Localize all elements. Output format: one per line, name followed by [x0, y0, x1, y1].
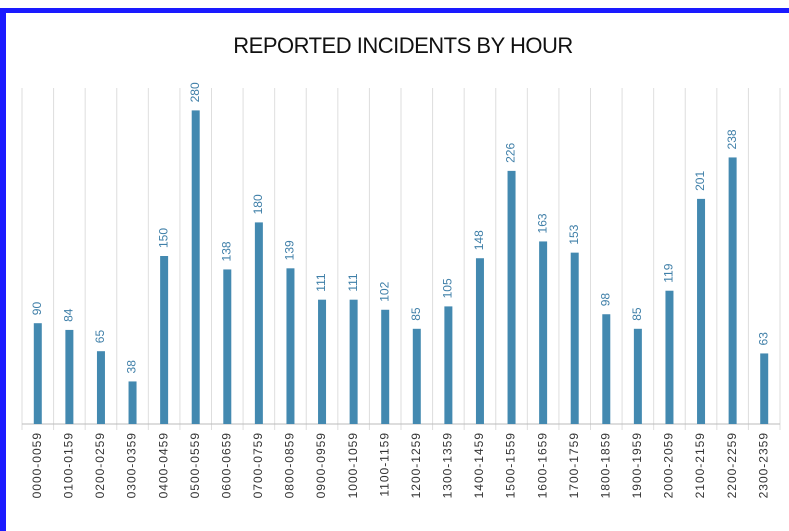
value-label: 201: [693, 171, 707, 191]
x-tick-label: 2000-2059: [662, 432, 676, 498]
bar: [128, 381, 137, 424]
value-label: 63: [756, 332, 770, 346]
value-label: 85: [630, 307, 644, 321]
x-tick-label: 2200-2259: [725, 432, 739, 498]
bar: [65, 329, 74, 424]
x-tick-label: 1800-1859: [598, 432, 612, 498]
x-tick-label: 1100-1159: [377, 432, 391, 497]
bar: [697, 198, 706, 424]
value-label: 111: [346, 273, 360, 292]
x-tick-label: 0700-0759: [251, 432, 265, 498]
value-label: 65: [93, 330, 107, 344]
x-tick-label: 1200-1259: [409, 432, 423, 498]
bar: [254, 222, 263, 424]
bar: [223, 269, 232, 424]
bar: [475, 258, 484, 424]
value-label: 280: [188, 82, 202, 102]
value-label: 153: [567, 224, 581, 244]
bar: [507, 170, 516, 424]
value-label: 98: [598, 293, 612, 307]
x-tick-label: 1500-1559: [504, 432, 518, 498]
bar: [191, 110, 200, 425]
value-label: 111: [314, 273, 328, 292]
x-tick-label: 0200-0259: [93, 432, 107, 498]
bar: [318, 299, 327, 424]
value-label: 102: [377, 281, 391, 301]
x-tick-label: 1400-1459: [472, 432, 486, 498]
chart-title: REPORTED INCIDENTS BY HOUR: [233, 33, 572, 58]
bar: [539, 241, 548, 424]
value-label: 119: [662, 263, 676, 282]
value-label: 90: [30, 302, 44, 316]
bar: [728, 157, 737, 424]
x-tick-label: 2300-2359: [756, 432, 770, 498]
x-tick-label: 0600-0659: [219, 432, 233, 498]
value-label: 138: [219, 241, 233, 261]
x-tick-label: 2100-2159: [693, 432, 707, 498]
bar: [412, 328, 421, 424]
bar: [349, 299, 358, 424]
x-tick-label: 0900-0959: [314, 432, 328, 498]
value-label: 38: [125, 360, 139, 374]
x-tick-label: 1000-1059: [346, 432, 360, 498]
value-label: 180: [251, 194, 265, 214]
x-tick-label: 1300-1359: [441, 432, 455, 498]
value-label: 105: [441, 278, 455, 298]
bar: [96, 351, 105, 424]
bar: [381, 309, 390, 424]
x-tick-label: 1600-1659: [535, 432, 549, 498]
bar: [33, 323, 42, 424]
x-tick-label: 1700-1759: [567, 432, 581, 498]
value-label: 148: [472, 230, 486, 250]
bar: [760, 353, 769, 424]
x-tick-label: 0500-0559: [188, 432, 202, 498]
bar: [160, 256, 169, 424]
value-label: 85: [409, 307, 423, 321]
frame-left: [0, 8, 6, 531]
x-tick-label: 1900-1959: [630, 432, 644, 498]
x-tick-label: 0100-0159: [62, 432, 76, 498]
bar: [665, 290, 674, 424]
bar: [570, 252, 579, 424]
x-tick-label: 0000-0059: [30, 432, 44, 498]
x-tick-label: 0400-0459: [156, 432, 170, 498]
value-label: 163: [535, 213, 549, 233]
value-label: 139: [283, 240, 297, 260]
value-label: 84: [62, 308, 76, 322]
bar: [444, 306, 453, 424]
bar: [602, 314, 611, 424]
bar: [633, 328, 642, 424]
x-tick-label: 0800-0859: [283, 432, 297, 498]
value-label: 238: [725, 129, 739, 149]
frame-top: [0, 8, 789, 13]
value-label: 226: [504, 143, 518, 163]
bar: [286, 268, 295, 424]
x-tick-label: 0300-0359: [125, 432, 139, 498]
value-label: 150: [156, 228, 170, 248]
